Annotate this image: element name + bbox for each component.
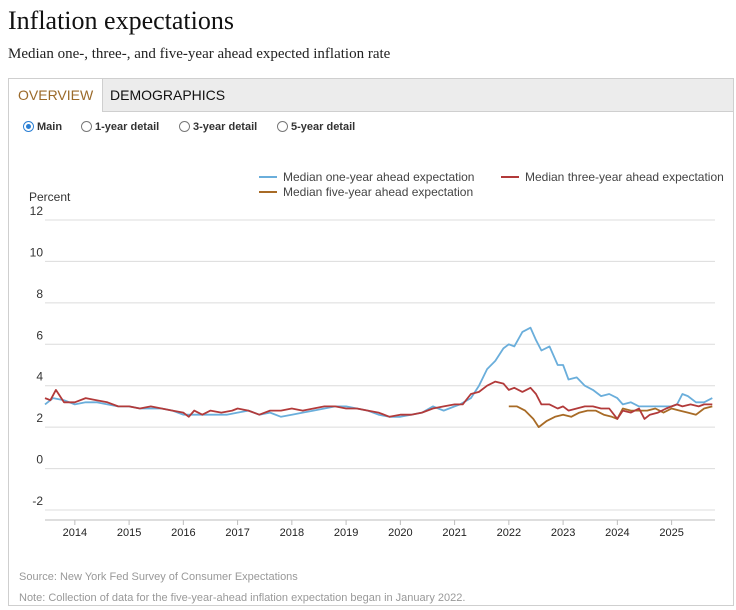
x-tick-label: 2017 xyxy=(225,527,249,539)
page-title: Inflation expectations xyxy=(8,6,234,35)
x-tick-label: 2024 xyxy=(605,527,629,539)
series-line-one-year xyxy=(44,326,713,418)
radio-main-label: Main xyxy=(37,121,63,133)
tab-overview[interactable]: OVERVIEW xyxy=(9,79,104,112)
y-tick-label: 8 xyxy=(36,287,43,301)
chart-panel: OVERVIEW DEMOGRAPHICS Main 1-year detail… xyxy=(8,78,734,606)
y-tick-label: 6 xyxy=(36,328,43,342)
x-tick-label: 2025 xyxy=(659,527,683,539)
chart-legend: Median one-year ahead expectation Median… xyxy=(259,170,724,199)
radio-3-year-indicator[interactable] xyxy=(179,121,190,132)
radio-3-year-label: 3-year detail xyxy=(193,121,258,133)
radio-5-year-detail[interactable]: 5-year detail xyxy=(277,121,355,133)
y-tick-label: 10 xyxy=(30,245,44,259)
y-tick-label: 4 xyxy=(36,370,43,384)
legend-label-three-year: Median three-year ahead expectation xyxy=(525,170,724,184)
series-line-three-year xyxy=(44,380,713,420)
x-tick-label: 2016 xyxy=(171,527,195,539)
legend-label-five-year: Median five-year ahead expectation xyxy=(283,185,473,199)
radio-1-year-indicator[interactable] xyxy=(81,121,92,132)
x-tick-label: 2022 xyxy=(497,527,521,539)
radio-5-year-indicator[interactable] xyxy=(277,121,288,132)
x-tick-label: 2023 xyxy=(551,527,575,539)
source-note: Source: New York Fed Survey of Consumer … xyxy=(19,571,298,583)
y-tick-label: 12 xyxy=(30,204,44,218)
y-tick-label: -2 xyxy=(32,494,43,508)
series-lines xyxy=(44,326,713,428)
line-chart: Median one-year ahead expectation Median… xyxy=(29,170,724,539)
legend-label-one-year: Median one-year ahead expectation xyxy=(283,170,474,184)
y-axis-ticks: -2 0 2 4 6 8 10 12 xyxy=(30,204,44,508)
y-tick-label: 2 xyxy=(36,411,43,425)
x-tick-label: 2019 xyxy=(334,527,358,539)
y-axis-label: Percent xyxy=(29,190,71,204)
y-tick-label: 0 xyxy=(36,453,43,467)
series-line-five-year xyxy=(508,405,713,428)
x-tick-label: 2020 xyxy=(388,527,412,539)
radio-main-indicator[interactable] xyxy=(23,121,34,132)
page-subtitle: Median one-, three-, and five-year ahead… xyxy=(8,46,391,62)
radio-main[interactable]: Main xyxy=(23,121,62,133)
radio-5-year-label: 5-year detail xyxy=(291,121,356,133)
x-tick-label: 2014 xyxy=(63,527,87,539)
collection-note: Note: Collection of data for the five-ye… xyxy=(19,592,466,604)
x-axis: 2014 2015 2016 2017 2018 2019 2020 2021 2022 2023… xyxy=(45,519,715,539)
x-tick-label: 2021 xyxy=(442,527,466,539)
radio-1-year-label: 1-year detail xyxy=(95,121,160,133)
radio-1-year-detail[interactable]: 1-year detail xyxy=(81,121,159,133)
gridlines xyxy=(45,219,715,511)
tab-bar: OVERVIEW DEMOGRAPHICS xyxy=(9,79,733,112)
tab-demographics[interactable]: DEMOGRAPHICS xyxy=(110,87,226,103)
x-tick-label: 2015 xyxy=(117,527,141,539)
x-tick-label: 2018 xyxy=(280,527,304,539)
radio-3-year-detail[interactable]: 3-year detail xyxy=(179,121,257,133)
